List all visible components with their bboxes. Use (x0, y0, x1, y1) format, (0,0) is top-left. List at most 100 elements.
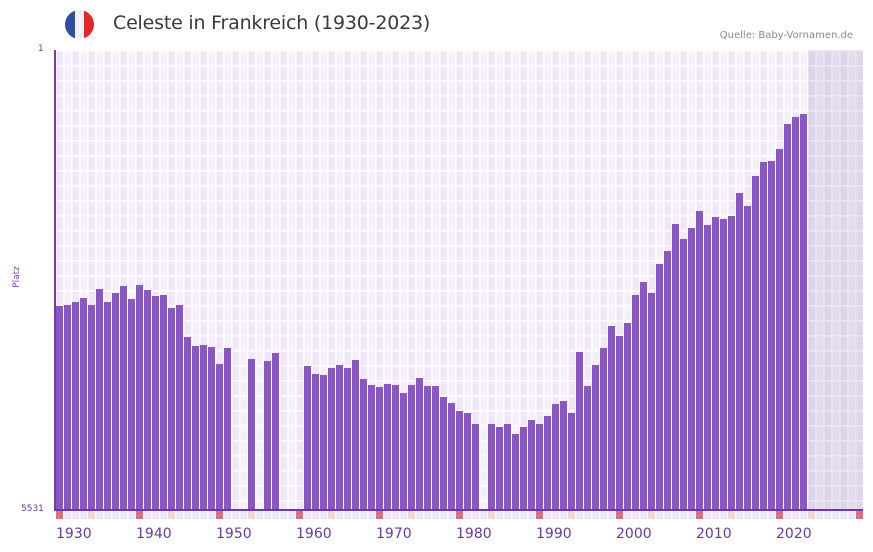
bar-2008[interactable] (680, 238, 687, 510)
bar-1978[interactable] (440, 396, 447, 510)
bar-2002[interactable] (632, 294, 639, 510)
year-marker-1959 (288, 511, 295, 519)
bar-2014[interactable] (728, 215, 735, 510)
bar-1945[interactable] (176, 304, 183, 510)
bar-1986[interactable] (504, 423, 511, 510)
bar-1941[interactable] (144, 289, 151, 510)
year-marker-2020 (776, 511, 783, 519)
bar-1996[interactable] (584, 385, 591, 510)
bar-1946[interactable] (184, 336, 191, 510)
bar-1938[interactable] (120, 286, 127, 510)
bar-2021[interactable] (784, 123, 791, 510)
bar-2005[interactable] (656, 263, 663, 510)
bar-1933[interactable] (80, 297, 87, 510)
bar-1947[interactable] (192, 345, 199, 510)
bar-2017[interactable] (752, 175, 759, 510)
bar-1999[interactable] (608, 325, 615, 510)
bar-1989[interactable] (528, 419, 535, 510)
bar-1964[interactable] (328, 367, 335, 510)
bar-1967[interactable] (352, 359, 359, 510)
bar-2015[interactable] (736, 192, 743, 510)
bar-1965[interactable] (336, 364, 343, 510)
bar-2013[interactable] (720, 218, 727, 510)
bar-1942[interactable] (152, 295, 159, 510)
bar-2004[interactable] (648, 292, 655, 510)
bar-1949[interactable] (208, 346, 215, 510)
bar-1998[interactable] (600, 347, 607, 510)
chart-title: Celeste in Frankreich (1930-2023) (113, 12, 431, 34)
bar-1971[interactable] (384, 383, 391, 510)
bar-1957[interactable] (272, 352, 279, 510)
bar-1966[interactable] (344, 367, 351, 510)
bar-1984[interactable] (488, 423, 495, 510)
bar-1935[interactable] (96, 288, 103, 510)
bar-1968[interactable] (360, 379, 367, 510)
bar-2007[interactable] (672, 223, 679, 510)
bar-1940[interactable] (136, 285, 143, 510)
bar-1963[interactable] (320, 374, 327, 510)
bar-2019[interactable] (768, 160, 775, 510)
bar-1985[interactable] (496, 426, 503, 510)
bar-2022[interactable] (792, 116, 799, 510)
bar-1961[interactable] (304, 365, 311, 510)
bar-1951[interactable] (224, 347, 231, 510)
bar-1976[interactable] (424, 385, 431, 510)
bar-1982[interactable] (472, 423, 479, 510)
bar-1988[interactable] (520, 426, 527, 510)
bar-2012[interactable] (712, 216, 719, 510)
bar-2010[interactable] (696, 210, 703, 510)
y-axis-title: Platz (12, 266, 22, 288)
bar-2000[interactable] (616, 335, 623, 510)
bar-1990[interactable] (536, 423, 543, 510)
bar-2009[interactable] (688, 227, 695, 510)
year-marker-2013 (720, 511, 727, 519)
future-shaded-region (808, 50, 863, 510)
bar-1939[interactable] (128, 298, 135, 510)
year-marker-2007 (672, 511, 679, 519)
bar-1991[interactable] (544, 415, 551, 510)
bar-1930[interactable] (56, 305, 63, 510)
bar-1931[interactable] (64, 304, 71, 510)
bar-1970[interactable] (376, 386, 383, 510)
bar-1937[interactable] (112, 292, 119, 510)
bar-1992[interactable] (552, 403, 559, 510)
bar-2003[interactable] (640, 282, 647, 510)
bar-2011[interactable] (704, 224, 711, 510)
bar-1987[interactable] (512, 433, 519, 510)
bar-2001[interactable] (624, 322, 631, 510)
bar-1993[interactable] (560, 400, 567, 510)
flag-blue-stripe (65, 10, 75, 39)
bar-1973[interactable] (400, 392, 407, 510)
bar-1932[interactable] (72, 301, 79, 510)
bar-2016[interactable] (744, 205, 751, 510)
bar-1956[interactable] (264, 360, 271, 510)
bar-2020[interactable] (776, 148, 783, 510)
bar-1974[interactable] (408, 384, 415, 510)
bar-2018[interactable] (760, 161, 767, 510)
bar-1975[interactable] (416, 378, 423, 510)
bar-1972[interactable] (392, 384, 399, 510)
bar-1948[interactable] (200, 344, 207, 510)
year-marker-1973 (400, 511, 407, 519)
year-marker-2000 (616, 511, 623, 519)
bar-1944[interactable] (168, 307, 175, 510)
bar-2006[interactable] (664, 250, 671, 510)
bar-1981[interactable] (464, 412, 471, 510)
bar-1994[interactable] (568, 412, 575, 510)
bar-1997[interactable] (592, 364, 599, 510)
flag-white-stripe (74, 10, 85, 39)
bar-2023[interactable] (800, 113, 807, 510)
bar-1969[interactable] (368, 384, 375, 510)
bar-1980[interactable] (456, 410, 463, 510)
bar-1977[interactable] (432, 385, 439, 510)
bar-1962[interactable] (312, 373, 319, 510)
bar-1954[interactable] (248, 358, 255, 510)
bar-1934[interactable] (88, 304, 95, 510)
bar-1936[interactable] (104, 301, 111, 510)
bar-1943[interactable] (160, 294, 167, 510)
year-marker-1931 (64, 511, 71, 519)
year-marker-1934 (88, 511, 95, 519)
bar-1995[interactable] (576, 351, 583, 510)
bar-1950[interactable] (216, 363, 223, 510)
bar-1979[interactable] (448, 402, 455, 510)
